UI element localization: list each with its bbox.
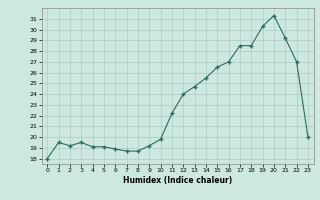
X-axis label: Humidex (Indice chaleur): Humidex (Indice chaleur) [123,176,232,185]
